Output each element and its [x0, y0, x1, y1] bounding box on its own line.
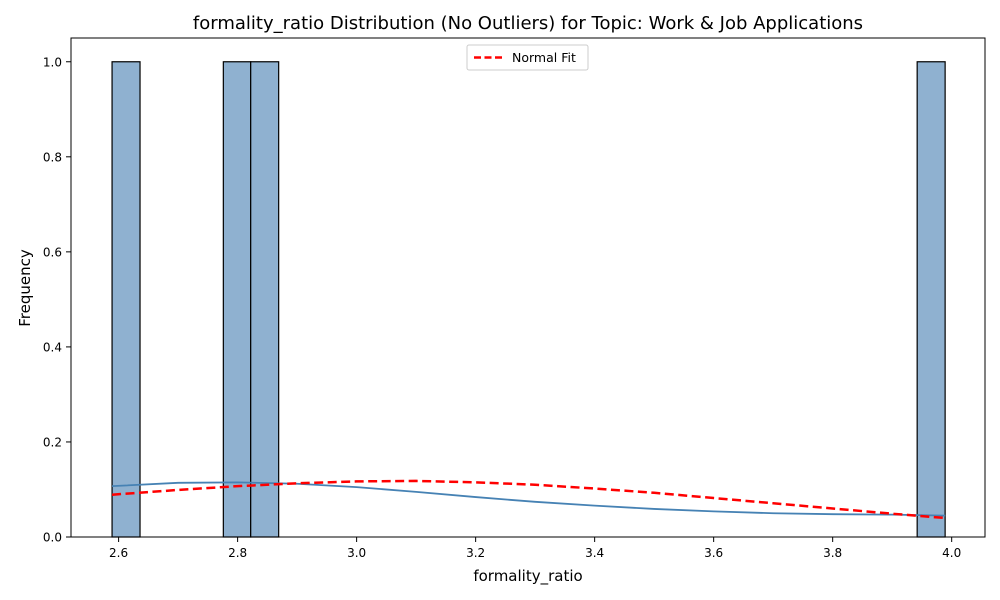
- y-tick-label: 0.2: [43, 435, 62, 449]
- histogram-bar: [111, 61, 141, 538]
- y-axis-label: Frequency: [16, 249, 34, 327]
- y-tick-label: 1.0: [43, 55, 62, 69]
- legend-box: [466, 44, 589, 71]
- kde-line: [112, 481, 946, 517]
- plot-frame: [70, 37, 986, 538]
- y-tick-label: 0.4: [43, 340, 62, 354]
- x-tick-label: 2.6: [109, 546, 128, 560]
- chart-title: formality_ratio Distribution (No Outlier…: [193, 13, 863, 34]
- legend-label-normal-fit: Normal Fit: [512, 50, 576, 65]
- legend: Normal Fit: [466, 44, 589, 71]
- x-axis-ticks: 2.6 2.8 3.0 3.2 3.4 3.6 3.8 4.0: [109, 537, 961, 560]
- curves: [111, 479, 946, 520]
- x-tick-label: 3.8: [823, 546, 842, 560]
- histogram-bar: [222, 61, 252, 538]
- histogram-bar: [916, 61, 946, 538]
- x-tick-label: 3.6: [704, 546, 723, 560]
- histogram-bar: [250, 61, 280, 538]
- y-tick-label: 0.6: [43, 245, 62, 259]
- x-tick-label: 3.4: [585, 546, 604, 560]
- x-tick-label: 4.0: [942, 546, 961, 560]
- y-tick-label: 0.0: [43, 531, 62, 545]
- x-axis-label: formality_ratio: [473, 567, 582, 586]
- x-tick-label: 2.8: [228, 546, 247, 560]
- histogram-bars: [111, 61, 946, 538]
- normal-fit-line: [111, 479, 946, 520]
- x-tick-label: 3.2: [466, 546, 485, 560]
- y-tick-label: 0.8: [43, 150, 62, 164]
- x-tick-label: 3.0: [347, 546, 366, 560]
- y-axis-ticks: 0.0 0.2 0.4 0.6 0.8 1.0: [43, 55, 71, 545]
